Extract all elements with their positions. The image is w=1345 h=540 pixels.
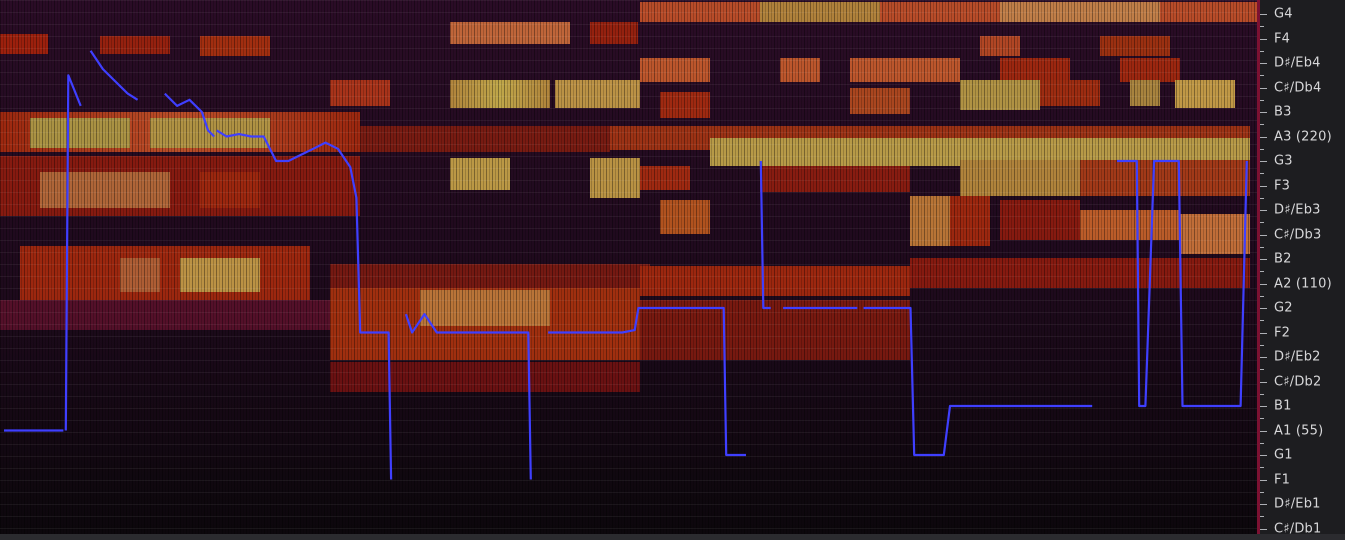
- pitch-tick: [1260, 283, 1267, 285]
- pitch-label: G3: [1274, 153, 1293, 169]
- pitch-tick: [1260, 357, 1267, 358]
- pitch-tick: [1260, 63, 1267, 64]
- pitch-tick: [1260, 528, 1267, 530]
- pitch-segment: [89, 50, 139, 101]
- pitch-segment: [64, 74, 82, 431]
- pitch-label: D♯/Eb1: [1274, 496, 1321, 512]
- pitch-tick: [1260, 406, 1267, 407]
- pitch-tick: [1260, 234, 1267, 236]
- pitch-segment: [759, 160, 771, 310]
- grid-lines: [0, 0, 1257, 534]
- pitch-minor-tick: [1260, 418, 1264, 420]
- pitch-tick: [1260, 136, 1267, 138]
- pitch-label: A1 (55): [1274, 423, 1324, 438]
- pitch-minor-tick: [1260, 467, 1264, 469]
- pitch-label: F1: [1274, 472, 1291, 487]
- pitch-label: B1: [1274, 398, 1292, 414]
- pitch-tick: [1260, 308, 1267, 309]
- pitch-tick: [1260, 381, 1267, 383]
- pitch-label: F2: [1274, 325, 1291, 340]
- pitch-tick: [1260, 430, 1267, 432]
- pitch-minor-tick: [1260, 491, 1264, 493]
- pitch-minor-tick: [1260, 50, 1264, 52]
- pitch-minor-tick: [1260, 344, 1264, 346]
- pitch-minor-tick: [1260, 75, 1264, 77]
- pitch-tick: [1260, 185, 1267, 187]
- pitch-segment: [404, 313, 532, 480]
- pitch-tick: [1260, 210, 1267, 211]
- pitch-segment: [216, 129, 393, 480]
- pitch-minor-tick: [1260, 148, 1264, 150]
- pitch-label: B2: [1274, 251, 1292, 267]
- pitch-minor-tick: [1260, 295, 1264, 297]
- pitch-tick: [1260, 161, 1267, 162]
- pitch-minor-tick: [1260, 393, 1264, 395]
- pitch-minor-tick: [1260, 442, 1264, 444]
- pitch-tick: [1260, 112, 1267, 113]
- pitch-segment: [863, 306, 1093, 457]
- pitch-label: B3: [1274, 104, 1292, 120]
- pitch-segment: [548, 306, 746, 457]
- pitch-minor-tick: [1260, 516, 1264, 518]
- pitch-label: F3: [1274, 178, 1291, 193]
- pitch-segment: [1117, 159, 1248, 408]
- pitch-axis: G4 F4 D♯/Eb4 C♯/Db4 B3 A3 (220) G3 F3 D♯/Eb3 C♯/D…: [1257, 0, 1345, 536]
- spectrogram-svg: [0, 0, 1257, 534]
- pitch-minor-tick: [1260, 320, 1264, 322]
- pitch-label: F4: [1274, 31, 1291, 46]
- pitch-label: C♯/Db2: [1274, 374, 1322, 389]
- pitch-label: D♯/Eb2: [1274, 349, 1321, 365]
- pitch-label: C♯/Db4: [1274, 80, 1322, 95]
- pitch-minor-tick: [1260, 173, 1264, 175]
- pitch-tick: [1260, 14, 1267, 15]
- pitch-minor-tick: [1260, 271, 1264, 273]
- pitch-label: G2: [1274, 300, 1293, 316]
- spectrogram-canvas[interactable]: [0, 0, 1257, 534]
- pitch-label: G4: [1274, 6, 1293, 22]
- pitch-tick: [1260, 479, 1267, 481]
- pitch-label: C♯/Db1: [1274, 521, 1322, 536]
- pitch-label: G1: [1274, 447, 1293, 463]
- horizontal-scrollbar[interactable]: [0, 534, 1345, 540]
- pitch-tick: [1260, 455, 1267, 456]
- pitch-minor-tick: [1260, 99, 1264, 101]
- pitch-tick: [1260, 259, 1267, 260]
- pitch-label: C♯/Db3: [1274, 227, 1322, 242]
- pitch-minor-tick: [1260, 246, 1264, 248]
- pitch-minor-tick: [1260, 222, 1264, 224]
- pitch-minor-tick: [1260, 124, 1264, 126]
- pitch-minor-tick: [1260, 197, 1264, 199]
- pitch-label: D♯/Eb4: [1274, 55, 1321, 71]
- pitch-contour: [4, 50, 1248, 480]
- pitch-minor-tick: [1260, 369, 1264, 371]
- pitch-minor-tick: [1260, 26, 1264, 28]
- pitch-tick: [1260, 332, 1267, 334]
- pitch-tick: [1260, 504, 1267, 505]
- pitch-label: D♯/Eb3: [1274, 202, 1321, 218]
- pitch-segment: [164, 92, 215, 138]
- pitch-label: A2 (110): [1274, 276, 1332, 291]
- pitch-label: A3 (220): [1274, 129, 1332, 144]
- pitch-tick: [1260, 87, 1267, 89]
- pitch-tick: [1260, 38, 1267, 40]
